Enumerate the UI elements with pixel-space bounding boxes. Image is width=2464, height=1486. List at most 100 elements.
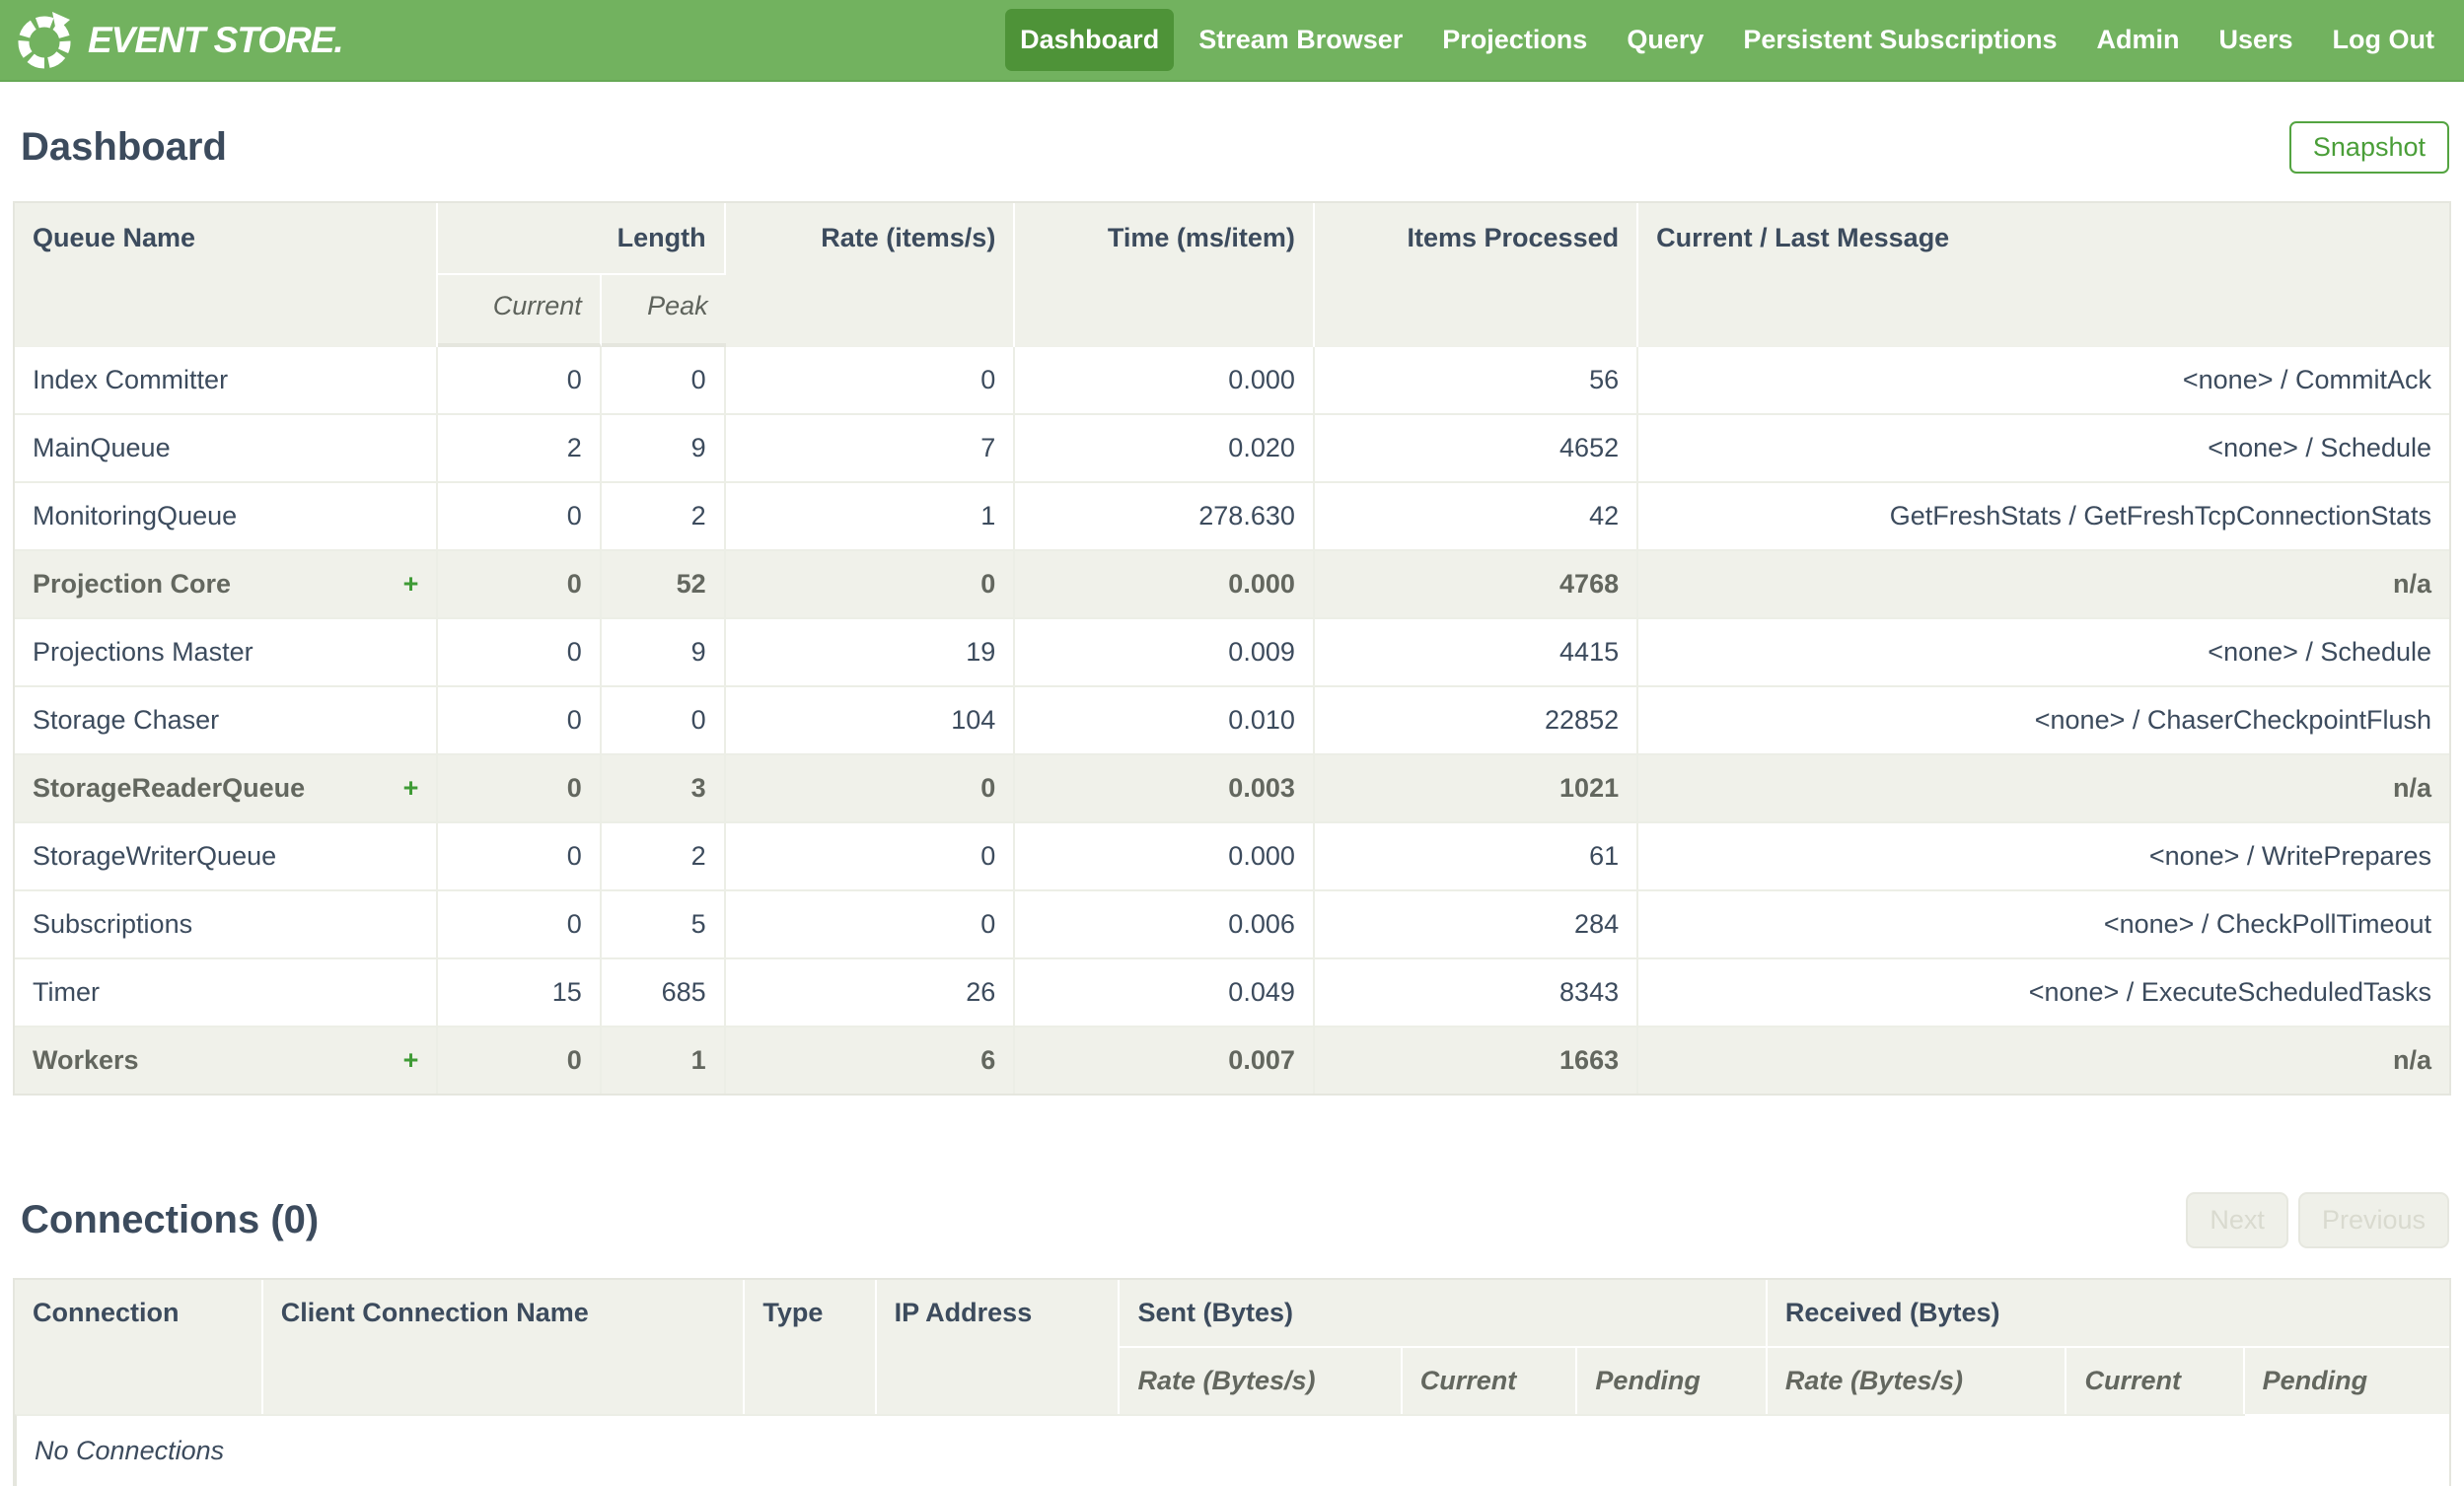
queue-time: 0.010 <box>1015 687 1315 755</box>
queue-current: 15 <box>438 959 602 1027</box>
col-ip-address: IP Address <box>876 1280 1121 1414</box>
queue-rate: 6 <box>725 1027 1016 1094</box>
nav-item-persistent-subscriptions[interactable]: Persistent Subscriptions <box>1743 25 2058 54</box>
queue-row: Timer 15 685 26 0.049 8343 <none> / ExecuteSch… <box>15 959 2449 1027</box>
col-type: Type <box>745 1280 877 1414</box>
page-title: Dashboard <box>21 125 227 169</box>
nav-item-admin[interactable]: Admin <box>2096 25 2180 54</box>
queue-message: <none> / ExecuteScheduledTasks <box>1638 959 2449 1027</box>
queue-items-processed: 42 <box>1314 483 1639 551</box>
queue-items-processed: 284 <box>1314 891 1639 959</box>
queue-message: <none> / WritePrepares <box>1638 823 2449 891</box>
brand-text: EVENT STORE. <box>88 19 344 60</box>
queue-name: MonitoringQueue <box>33 501 238 531</box>
nav-items: Dashboard Stream Browser Projections Query P… <box>1005 9 2449 71</box>
brand-logo[interactable]: EVENT STORE. <box>15 10 344 71</box>
expand-icon[interactable]: + <box>402 1045 419 1075</box>
queue-peak: 0 <box>601 347 726 415</box>
queue-name: Workers <box>33 1045 139 1075</box>
queue-rate: 0 <box>725 755 1016 823</box>
queue-items-processed: 8343 <box>1314 959 1639 1027</box>
queue-name: StorageReaderQueue <box>33 773 306 803</box>
col-sent-pending: Pending <box>1577 1346 1768 1414</box>
queue-items-processed: 22852 <box>1314 687 1639 755</box>
queue-time: 0.003 <box>1015 755 1315 823</box>
nav-item-users[interactable]: Users <box>2218 25 2293 54</box>
expand-icon[interactable]: + <box>402 569 419 599</box>
queue-time: 0.009 <box>1015 619 1315 687</box>
queue-name: Projections Master <box>33 637 254 667</box>
col-received-current: Current <box>2066 1346 2245 1414</box>
queue-current: 0 <box>438 823 602 891</box>
queues-tbody: Index Committer 0 0 0 0.000 56 <none> / Commit… <box>15 347 2449 1094</box>
queue-time: 0.007 <box>1015 1027 1315 1094</box>
col-connection: Connection <box>15 1280 263 1414</box>
queue-current: 0 <box>438 619 602 687</box>
col-items-processed: Items Processed <box>1314 203 1639 347</box>
nav-item-log-out[interactable]: Log Out <box>2332 25 2434 54</box>
page-head: Dashboard Snapshot <box>0 82 2464 201</box>
top-navbar: EVENT STORE. Dashboard Stream Browser Proj… <box>0 0 2464 82</box>
nav-item-stream-browser[interactable]: Stream Browser <box>1198 25 1404 54</box>
queue-current: 0 <box>438 1027 602 1094</box>
queue-message: <none> / ChaserCheckpointFlush <box>1638 687 2449 755</box>
queue-current: 0 <box>438 687 602 755</box>
queue-name: Timer <box>33 977 100 1007</box>
queue-current: 0 <box>438 551 602 619</box>
snapshot-button[interactable]: Snapshot <box>2288 121 2449 174</box>
queue-items-processed: 1663 <box>1314 1027 1639 1094</box>
queue-row: Index Committer 0 0 0 0.000 56 <none> / Commit… <box>15 347 2449 415</box>
queue-rate: 0 <box>725 551 1016 619</box>
queue-message: <none> / Schedule <box>1638 415 2449 483</box>
queue-items-processed: 4415 <box>1314 619 1639 687</box>
queue-items-processed: 1021 <box>1314 755 1639 823</box>
col-rate: Rate (items/s) <box>725 203 1016 347</box>
next-button[interactable]: Next <box>2186 1192 2288 1248</box>
col-length: Length <box>438 203 726 273</box>
connections-table-wrap: Connection Client Connection Name Type I… <box>0 1278 2464 1486</box>
queue-peak: 9 <box>601 415 726 483</box>
queue-row: Projections Master 0 9 19 0.009 4415 <none> / … <box>15 619 2449 687</box>
queue-name: MainQueue <box>33 433 171 462</box>
queue-message: <none> / Schedule <box>1638 619 2449 687</box>
queue-peak: 3 <box>601 755 726 823</box>
nav-item-projections[interactable]: Projections <box>1442 25 1588 54</box>
queue-rate: 0 <box>725 891 1016 959</box>
queue-rate: 26 <box>725 959 1016 1027</box>
queue-items-processed: 4652 <box>1314 415 1639 483</box>
queue-current: 0 <box>438 347 602 415</box>
queue-row: StorageWriterQueue 0 2 0 0.000 61 <none> / Wri… <box>15 823 2449 891</box>
queue-row: Storage Chaser 0 0 104 0.010 22852 <none> / Ch… <box>15 687 2449 755</box>
queue-peak: 0 <box>601 687 726 755</box>
queue-message: <none> / CommitAck <box>1638 347 2449 415</box>
col-queue-name: Queue Name <box>15 203 439 347</box>
expand-icon[interactable]: + <box>402 773 419 803</box>
queue-name: Projection Core <box>33 569 232 599</box>
no-connections-cell: No Connections <box>15 1414 2245 1486</box>
nav-item-dashboard[interactable]: Dashboard <box>1005 9 1175 71</box>
pager: Next Previous <box>2186 1192 2449 1248</box>
queue-time: 0.020 <box>1015 415 1315 483</box>
queue-row: Workers +0 1 6 0.007 1663 n/a <box>15 1027 2449 1094</box>
no-connections-row: No Connections <box>15 1414 2449 1486</box>
col-received: Received (Bytes) <box>1767 1280 2449 1346</box>
previous-button[interactable]: Previous <box>2297 1192 2449 1248</box>
queue-row: MainQueue 2 9 7 0.020 4652 <none> / Schedule <box>15 415 2449 483</box>
queue-peak: 685 <box>601 959 726 1027</box>
queue-time: 0.000 <box>1015 551 1315 619</box>
queue-current: 0 <box>438 755 602 823</box>
queue-time: 0.000 <box>1015 347 1315 415</box>
queue-rate: 7 <box>725 415 1016 483</box>
queue-peak: 2 <box>601 823 726 891</box>
queue-name: StorageWriterQueue <box>33 841 277 871</box>
queue-row: Subscriptions 0 5 0 0.006 284 <none> / CheckPo… <box>15 891 2449 959</box>
queues-table: Queue Name Length Rate (items/s) Time (m… <box>13 201 2451 1096</box>
nav-item-query[interactable]: Query <box>1627 25 1704 54</box>
queue-peak: 1 <box>601 1027 726 1094</box>
connections-table: Connection Client Connection Name Type I… <box>13 1278 2451 1486</box>
col-sent-rate: Rate (Bytes/s) <box>1120 1346 1403 1414</box>
queue-peak: 52 <box>601 551 726 619</box>
queue-current: 0 <box>438 891 602 959</box>
col-received-rate: Rate (Bytes/s) <box>1767 1346 2067 1414</box>
col-sent: Sent (Bytes) <box>1120 1280 1768 1346</box>
